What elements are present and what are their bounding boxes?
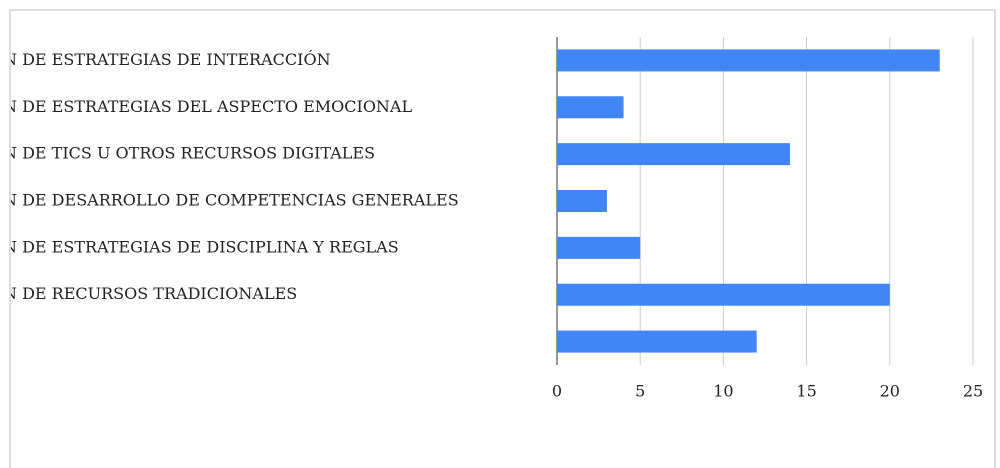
labels: N DE ESTRATEGIAS DE INTERACCIÓN N DE ESTR… bbox=[3, 49, 459, 303]
x-tick-label: 0 bbox=[552, 382, 562, 401]
x-tick-label: 25 bbox=[963, 382, 983, 401]
bar bbox=[557, 96, 624, 119]
frame bbox=[9, 9, 996, 468]
x-tick-label: 10 bbox=[713, 382, 733, 401]
bar bbox=[557, 190, 607, 212]
bar bbox=[557, 330, 757, 353]
bar bbox=[557, 143, 790, 166]
bar bbox=[557, 236, 641, 259]
bar bbox=[557, 49, 940, 72]
y-tick-label: N DE RECURSOS TRADICIONALES bbox=[3, 284, 297, 303]
x-tick-label: 20 bbox=[880, 382, 900, 401]
y-tick-label: N DE TICS U OTROS RECURSOS DIGITALES bbox=[3, 144, 375, 163]
y-tick-label: N DE ESTRATEGIAS DE INTERACCIÓN bbox=[3, 49, 331, 69]
y-tick-label: N DE ESTRATEGIAS DE DISCIPLINA Y REGLAS bbox=[3, 237, 399, 256]
y-tick-label: N DE ESTRATEGIAS DEL ASPECTO EMOCIONAL bbox=[3, 97, 412, 116]
bar bbox=[557, 283, 890, 306]
x-tick-label: 15 bbox=[796, 382, 816, 401]
x-tick-label: 5 bbox=[635, 382, 645, 401]
y-tick-label: N DE DESARROLLO DE COMPETENCIAS GENERALE… bbox=[3, 191, 459, 210]
